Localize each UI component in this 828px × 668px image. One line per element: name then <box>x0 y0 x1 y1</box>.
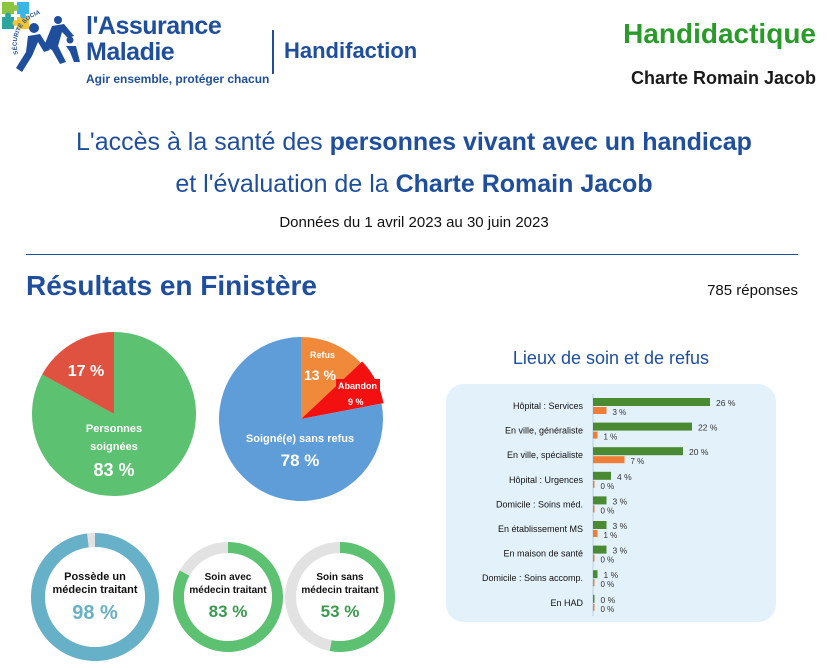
pie1-label-line1: Personnes <box>86 423 142 435</box>
pie2-abandon-label-bg <box>336 379 380 391</box>
pie2-value-abandon: 9 % <box>348 397 364 407</box>
bar-refus-value: 0 % <box>601 556 615 565</box>
main-title-line2-plain: et l'évaluation de la <box>175 170 396 198</box>
pie1-value-soignees: 83 % <box>93 460 134 480</box>
bar-refus-value: 0 % <box>601 506 615 515</box>
bar-refus-value: 1 % <box>604 433 618 442</box>
bar-total <box>593 471 611 480</box>
bar-refus-value: 7 % <box>631 457 645 466</box>
assurance-maladie-logo: SÉCURITÉ SOCIALE <box>10 6 80 72</box>
bar-total-value: 20 % <box>689 447 709 457</box>
places-chart-title: Lieux de soin et de refus <box>512 348 710 368</box>
bar-refus <box>593 480 595 488</box>
donut-medecin-traitant-hole <box>45 547 145 647</box>
bar-category-label: Hôpital : Services <box>513 401 584 411</box>
bar-refus <box>593 603 595 611</box>
responses-count: 785 réponses <box>707 282 798 299</box>
bar-total-value: 1 % <box>604 570 619 580</box>
section-divider <box>26 254 798 255</box>
bar-total <box>593 545 607 554</box>
bar-refus-value: 0 % <box>601 482 615 491</box>
bar-refus <box>593 505 595 513</box>
pie2-label-abandon: Abandon <box>338 381 377 391</box>
handifaction-logo-text: Handifaction <box>284 38 418 63</box>
charte-romain-jacob-label: Charte Romain Jacob <box>630 68 816 88</box>
main-title-line2: et l'évaluation de la Charte Romain Jaco… <box>0 170 828 199</box>
brand-tagline: Agir ensemble, protéger chacun <box>86 72 270 86</box>
bar-category-label: En ville, spécialiste <box>507 450 583 460</box>
handidactique-title: Handidactique <box>623 18 816 49</box>
pie2-slice-refus <box>301 337 361 419</box>
bar-total <box>593 570 598 579</box>
donut-medecin-traitant-label-line2: médecin traitant <box>53 584 138 596</box>
pie2-label-sans-refus: Soigné(e) sans refus <box>246 433 354 445</box>
bar-category-label: Domicile : Soins accomp. <box>482 573 583 583</box>
main-title-line1: L'accès à la santé des personnes vivant … <box>0 128 828 157</box>
pie1-value-non-soignees: 17 % <box>68 363 104 380</box>
donut-avec-medecin-label-line2: médecin traitant <box>189 585 267 596</box>
pie1-slice-non-soignees <box>42 332 114 414</box>
bar-total <box>593 398 710 406</box>
places-bar-chart: Hôpital : Services 26 % 3 % En ville, génér… <box>482 394 736 616</box>
puzzle-icon <box>2 2 29 29</box>
bar-refus <box>593 579 595 587</box>
date-range: Données du 1 avril 2023 au 30 juin 2023 <box>279 214 549 231</box>
bar-refus <box>593 431 598 439</box>
pie2-value-sans-refus: 78 % <box>281 451 320 470</box>
donut-avec-medecin-hole <box>184 553 272 641</box>
bar-total <box>593 422 692 431</box>
bar-category-label: Domicile : Soins méd. <box>496 499 583 509</box>
results-title: Résultats en Finistère <box>26 270 317 301</box>
pie2-value-refus: 13 % <box>304 367 336 383</box>
bar-total-value: 0 % <box>601 595 616 605</box>
bar-total-value: 3 % <box>613 496 628 506</box>
donut-medecin-traitant-label-line1: Possède un <box>64 571 126 583</box>
bar-category-label: En ville, généraliste <box>505 426 583 436</box>
donut-sans-medecin-hole <box>296 553 384 641</box>
donut-avec-medecin-label-line1: Soin avec <box>205 572 252 583</box>
bar-refus <box>593 554 595 562</box>
bar-total <box>593 496 607 505</box>
bar-refus-value: 0 % <box>601 580 615 589</box>
main-title-line1-plain: L'accès à la santé des <box>76 128 330 156</box>
bar-category-label: En maison de santé <box>503 549 583 559</box>
bar-total <box>593 447 683 456</box>
donut-sans-medecin-label-line2: médecin traitant <box>301 585 379 596</box>
bar-refus-value: 1 % <box>604 531 618 540</box>
bar-total-value: 3 % <box>613 546 628 556</box>
header-divider <box>272 30 274 74</box>
brand-line1: l'Assurance <box>86 12 222 40</box>
donut-medecin-traitant-value-label: 98 % <box>72 602 118 624</box>
bar-total <box>593 521 607 529</box>
bar-category-label: En établissement MS <box>498 524 583 534</box>
pie1-slice-soignees <box>31 332 196 497</box>
bar-category-label: Hôpital : Urgences <box>509 475 584 485</box>
bar-total-value: 26 % <box>716 398 736 408</box>
main-title-line1-bold: personnes vivant avec un handicap <box>329 128 752 156</box>
bar-total-value: 3 % <box>613 521 628 531</box>
brand-line2: Maladie <box>86 38 175 66</box>
donut-sans-medecin-value-arc <box>329 542 395 652</box>
bar-refus-value: 0 % <box>601 605 615 614</box>
bar-category-label: En HAD <box>550 598 583 608</box>
donut-sans-medecin-label-line1: Soin sans <box>316 572 364 583</box>
bar-refus <box>593 407 607 414</box>
donut-sans-medecin-value-label: 53 % <box>321 602 360 621</box>
main-title-line2-bold: Charte Romain Jacob <box>395 170 653 198</box>
bar-refus <box>593 530 598 537</box>
pie1-label-line2: soignées <box>90 441 138 453</box>
donut-avec-medecin-value-label: 83 % <box>209 602 248 621</box>
bar-refus-value: 3 % <box>613 408 627 417</box>
bar-refus <box>593 456 625 464</box>
bar-total <box>593 594 595 603</box>
pie2-label-refus: Refus <box>310 350 335 360</box>
bar-total-value: 22 % <box>698 423 718 433</box>
bar-total-value: 4 % <box>617 472 632 482</box>
pie2-slice-sans-refus <box>218 337 383 502</box>
